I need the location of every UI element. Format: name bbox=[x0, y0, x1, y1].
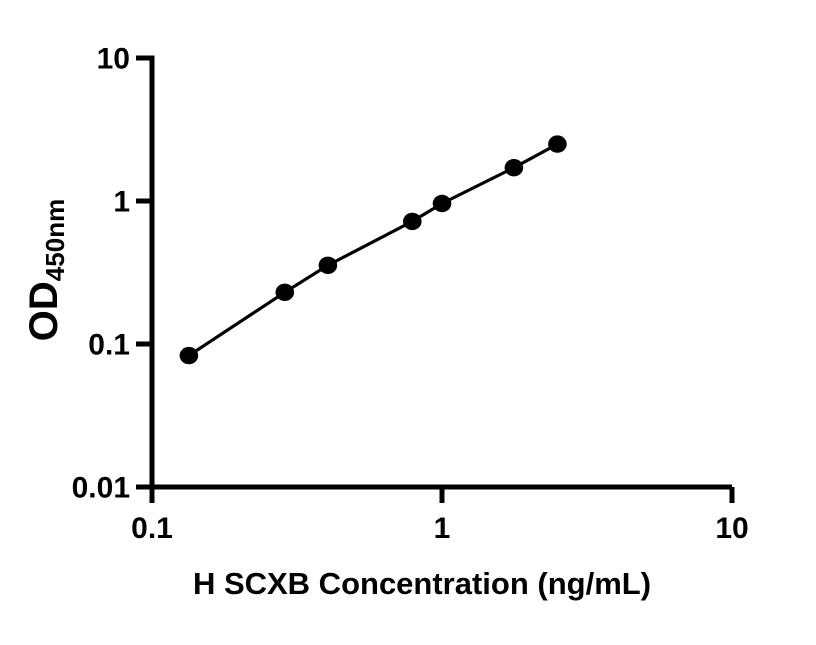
y-axis-title-main: OD bbox=[22, 281, 66, 341]
axis-spines bbox=[149, 55, 732, 490]
x-tick-label: 10 bbox=[715, 512, 748, 545]
data-point bbox=[504, 159, 524, 177]
data-point bbox=[275, 283, 295, 301]
y-tick-label: 1 bbox=[113, 186, 130, 219]
x-tick-label: 1 bbox=[434, 512, 451, 545]
x-tick-label: 0.1 bbox=[131, 512, 173, 545]
data-point bbox=[548, 135, 567, 153]
y-axis-title-sub: 450nm bbox=[40, 199, 70, 281]
data-point bbox=[403, 212, 422, 231]
series-group bbox=[179, 135, 567, 365]
data-point bbox=[318, 256, 338, 274]
y-axis-title: OD450nm bbox=[22, 199, 70, 341]
standard-curve-line bbox=[188, 142, 559, 357]
axes-group bbox=[149, 55, 732, 490]
data-point bbox=[432, 194, 452, 213]
y-tick-label: 0.1 bbox=[88, 329, 130, 362]
data-point bbox=[179, 346, 199, 365]
y-tick-label: 10 bbox=[97, 43, 130, 76]
y-tick-label: 0.01 bbox=[72, 472, 130, 505]
ticks-group bbox=[136, 55, 735, 503]
x-axis-title: H SCXB Concentration (ng/mL) bbox=[193, 566, 651, 601]
